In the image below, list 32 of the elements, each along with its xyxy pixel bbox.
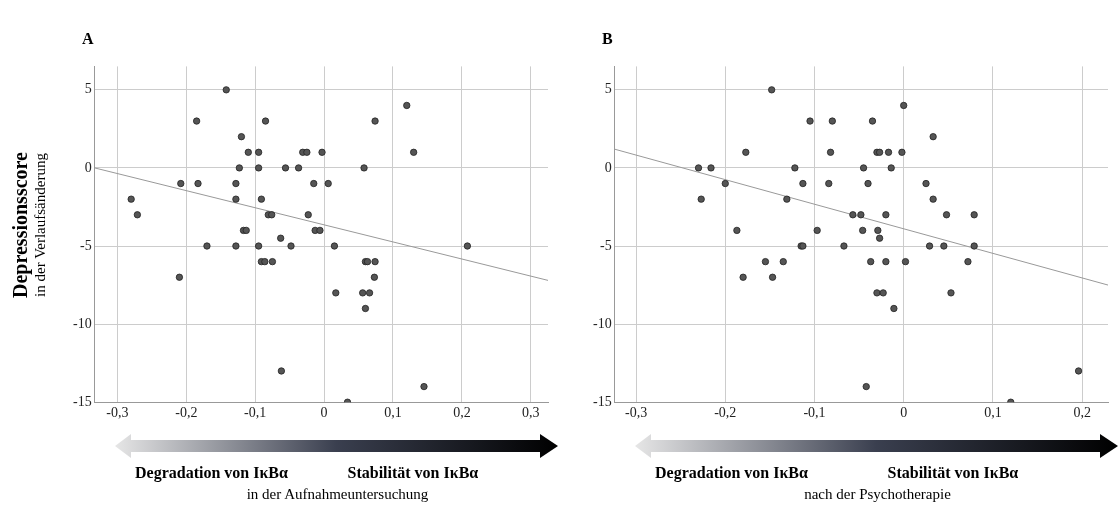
y-tick-label: -5 — [79, 237, 92, 253]
y-tick-label: -15 — [592, 393, 612, 409]
x-tick-label: -0,2 — [175, 405, 198, 421]
y-tick-label: -5 — [599, 237, 612, 253]
chart-title: A — [82, 30, 94, 48]
x-tick-label: 0,2 — [1073, 405, 1091, 421]
chart-title: B — [602, 30, 613, 48]
text: Degradation von IκBα — [655, 464, 809, 482]
y-tick-label: -10 — [592, 315, 612, 331]
x-tick-label: -0,1 — [244, 405, 267, 421]
y-tick-label: -15 — [72, 393, 92, 409]
x-tick-label: -0,3 — [106, 405, 129, 421]
text: Stabilität von IκBα — [347, 464, 480, 482]
y-tick-label: 5 — [604, 81, 612, 97]
x-tick-label: 0,1 — [984, 405, 1002, 421]
text: Stabilität von IκBα — [887, 464, 1020, 482]
y-tick-label: 0 — [604, 159, 612, 175]
y-tick-label: 5 — [84, 81, 92, 97]
y-tick-label: 0 — [84, 159, 92, 175]
x-tick-label: 0,2 — [453, 405, 471, 421]
x-tick-label: -0,1 — [803, 405, 826, 421]
x-axis-title: in der Aufnahmeuntersuchung — [245, 486, 430, 503]
x-tick-label: 0 — [900, 405, 908, 421]
x-axis-title: nach der Psychotherapie — [803, 486, 952, 503]
x-tick-label: 0 — [320, 405, 328, 421]
y-tick-label: -10 — [72, 315, 92, 331]
x-tick-label: -0,2 — [714, 405, 737, 421]
y-axis-title: Depressionsscore in der Verlaufsänderung — [9, 151, 49, 300]
text: Degradation von IκBα — [135, 464, 289, 482]
x-tick-label: -0,3 — [624, 405, 648, 421]
x-tick-label: 0,1 — [384, 405, 402, 421]
x-tick-label: 0,3 — [522, 405, 540, 421]
